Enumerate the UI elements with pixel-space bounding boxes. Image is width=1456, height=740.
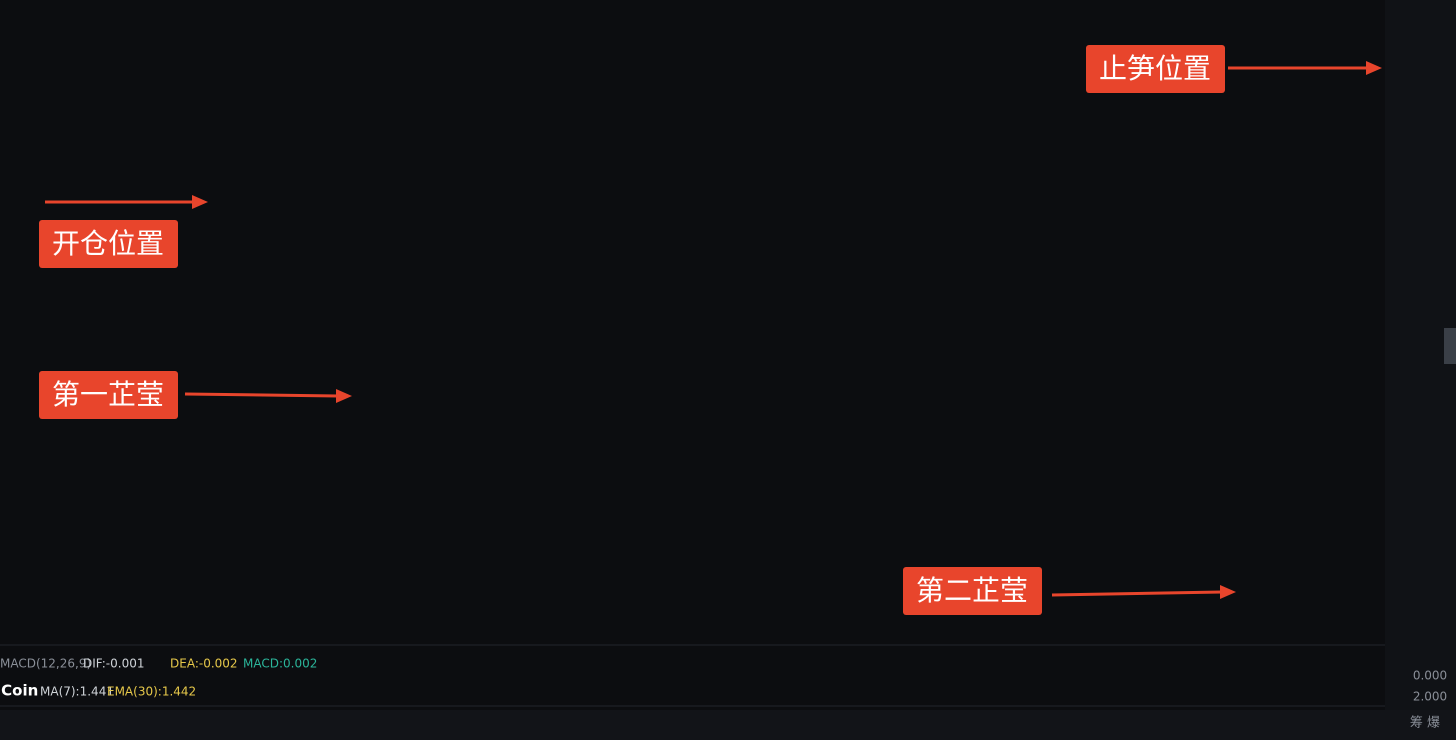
annotation-box: [1086, 45, 1225, 93]
time-axis: [0, 710, 1456, 740]
watermark: iCoin: [0, 682, 38, 700]
annotation-text: 开仓位置: [52, 227, 164, 260]
annotation-box: [903, 567, 1042, 615]
arrow: [184, 392, 339, 398]
indicator-label: EMA(30):1.442: [107, 685, 196, 699]
arrow-head: [1220, 585, 1236, 599]
annotation-box: [39, 220, 178, 268]
annotation-text: 第二芷莹: [916, 574, 1028, 607]
annotation: 开仓位置: [39, 195, 208, 268]
toolbar[interactable]: 筹 爆: [1410, 715, 1440, 731]
annotation: 第二芷莹: [903, 567, 1236, 615]
side-handle[interactable]: [1444, 328, 1456, 364]
arrow-head: [336, 389, 352, 403]
indicator-label: DEA:-0.002: [170, 657, 238, 671]
annotation-text: 第一芷莹: [52, 378, 164, 411]
indicator-label: DIF:-0.001: [83, 657, 144, 671]
annotation-box: [39, 371, 178, 419]
arrow-head: [1366, 61, 1382, 75]
annotation: 第一芷莹: [39, 371, 352, 419]
indicator-label: MACD(12,26,9): [0, 657, 91, 671]
indicator-label: MACD:0.002: [243, 657, 317, 671]
arrow-head: [192, 195, 208, 209]
sub-tick-label: 0.000: [1413, 669, 1447, 683]
arrow: [1051, 590, 1223, 597]
annotation: 止笋位置: [1086, 45, 1382, 93]
annotation-text: 止笋位置: [1099, 52, 1211, 85]
sub-tick-label: 2.000: [1413, 690, 1447, 704]
indicator-label: MA(7):1.441: [40, 685, 114, 699]
